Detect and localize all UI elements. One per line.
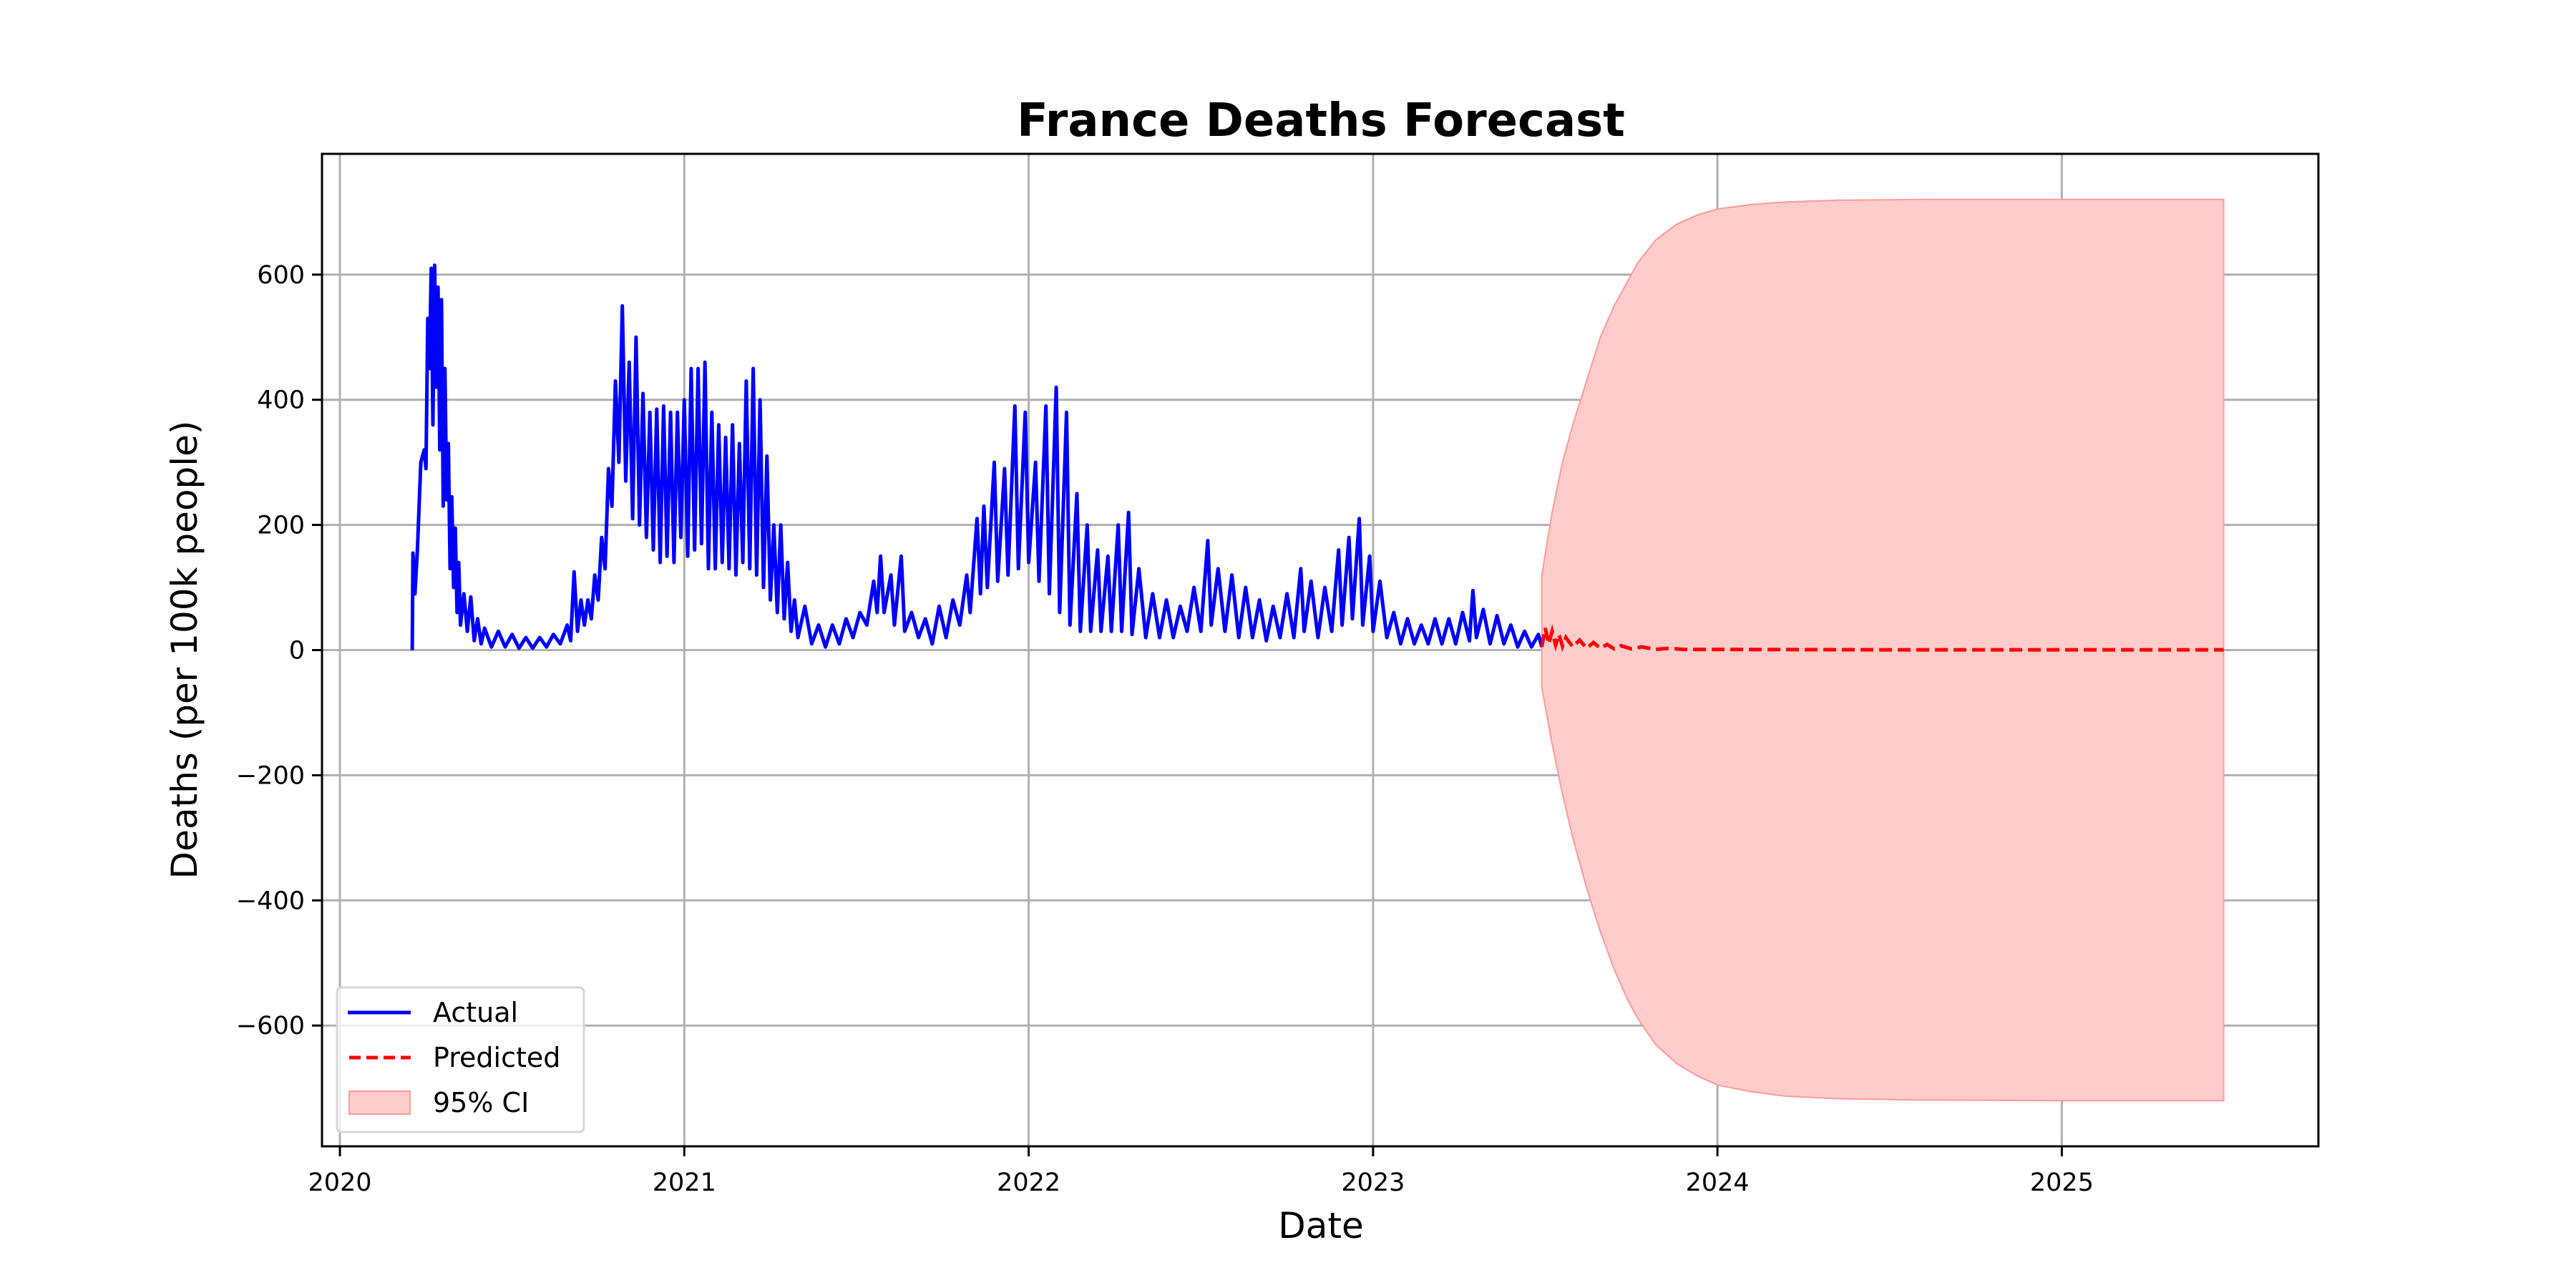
legend-actual-label: Actual	[433, 997, 518, 1028]
x-tick-label: 2023	[1341, 1169, 1405, 1197]
y-tick-label: 600	[257, 261, 305, 290]
legend: Actual Predicted 95% CI	[336, 986, 585, 1133]
y-tick-label: 400	[257, 386, 305, 415]
x-axis-label: Date	[1278, 1205, 1364, 1246]
y-tick-label: −600	[236, 1012, 305, 1040]
predicted-series-line	[1540, 624, 2224, 653]
chart-title: France Deaths Forecast	[1017, 94, 1625, 147]
x-tick-label: 2025	[2030, 1169, 2094, 1197]
y-tick-label: −200	[236, 761, 305, 790]
legend-predicted-label: Predicted	[433, 1042, 560, 1073]
y-tick-label: −400	[236, 887, 305, 915]
y-axis-label: Deaths (per 100k people)	[164, 421, 205, 879]
y-tick-label: 200	[257, 512, 305, 540]
x-tick-label: 2022	[997, 1169, 1060, 1197]
x-tick-label: 2020	[308, 1169, 371, 1197]
legend-ci-swatch	[348, 1091, 411, 1115]
x-tick-label: 2021	[653, 1169, 716, 1197]
x-tick-label: 2024	[1686, 1169, 1750, 1197]
y-tick-label: 0	[289, 637, 305, 665]
legend-ci-label: 95% CI	[433, 1087, 529, 1118]
actual-series-line	[410, 263, 1544, 650]
